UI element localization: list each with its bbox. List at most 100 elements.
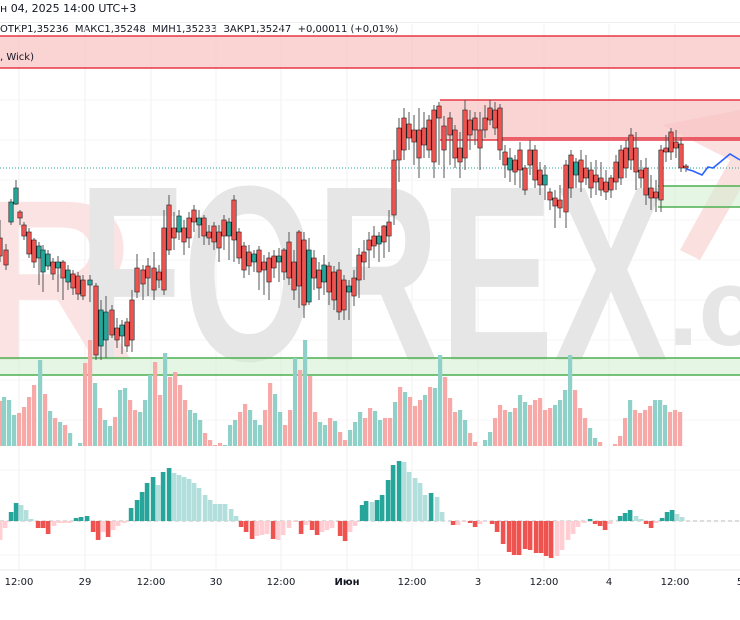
volume-bar — [378, 420, 383, 446]
candle-down — [557, 199, 563, 209]
chart-date-line: н 04, 2025 14:00 UTC+3 — [0, 2, 137, 15]
oscillator-bar — [56, 521, 62, 523]
volume-bar — [133, 410, 138, 446]
oscillator-bar — [243, 521, 249, 532]
volume-bar — [448, 398, 453, 446]
oscillator-bar — [280, 521, 286, 535]
volume-bar — [298, 370, 303, 446]
oscillator-bar — [202, 495, 208, 521]
candle-down — [114, 327, 120, 341]
candle-up — [573, 161, 579, 176]
oscillator-bar — [217, 504, 223, 521]
volume-bar — [303, 340, 308, 446]
oscillator-bar — [401, 462, 407, 521]
candle-down — [316, 269, 322, 289]
volume-bar — [138, 412, 143, 446]
oscillator-bar — [144, 483, 150, 521]
candle-down — [221, 219, 227, 237]
candle-down — [256, 249, 262, 273]
candle-down — [381, 225, 387, 243]
volume-bar — [123, 388, 128, 446]
low-value: 1,35233 — [175, 24, 218, 35]
volume-bar — [403, 392, 408, 446]
candle-down — [563, 164, 569, 213]
candle-down — [140, 269, 146, 285]
candle-down — [658, 149, 664, 201]
volume-bar — [203, 433, 208, 446]
oscillator-bar — [522, 521, 528, 549]
low-label: МИН — [152, 24, 176, 35]
candle-down — [60, 261, 66, 279]
volume-bar — [2, 397, 7, 446]
volume-bar — [473, 442, 478, 446]
oscillator-bar — [559, 521, 565, 550]
candle-up — [55, 261, 61, 269]
time-axis-label: 30 — [209, 577, 223, 588]
oscillator-bar — [439, 512, 445, 521]
candle-down — [156, 271, 162, 281]
oscillator-bar — [581, 521, 587, 523]
watermark-suffix: .c — [668, 246, 740, 369]
candle-down — [673, 141, 679, 149]
volume-bar — [408, 397, 413, 446]
oscillator-bar — [207, 500, 213, 521]
candle-down — [653, 191, 659, 199]
time-axis-label: Июн — [334, 577, 360, 588]
oscillator-bar — [73, 518, 79, 521]
candle-down — [17, 211, 23, 219]
candle-down — [3, 249, 9, 266]
volume-bar — [213, 445, 218, 446]
oscillator-bar — [450, 521, 456, 525]
oscillator-bar — [679, 517, 685, 521]
oscillator-bar — [412, 478, 418, 521]
volume-bar — [143, 400, 148, 446]
oscillator-bar — [597, 521, 603, 526]
oscillator-bar — [2, 521, 8, 528]
oscillator-bar — [233, 516, 239, 521]
volume-bar — [188, 410, 193, 446]
candle-down — [26, 231, 32, 255]
oscillator-bar — [533, 521, 539, 553]
volume-bar — [183, 400, 188, 446]
candle-down — [386, 221, 392, 237]
volume-bar — [633, 410, 638, 446]
oscillator-bar — [602, 521, 608, 530]
candle-down — [186, 217, 192, 239]
oscillator-bar — [298, 521, 304, 534]
oscillator-bar — [100, 521, 106, 532]
high-value: 1,35248 — [104, 24, 146, 35]
oscillator-bar — [511, 521, 517, 555]
volume-bar — [348, 430, 353, 446]
volume-bar — [513, 408, 518, 446]
oscillator-bar — [506, 521, 512, 552]
oscillator-bar — [110, 521, 116, 530]
volume-bar — [363, 418, 368, 446]
candle-down — [109, 309, 115, 336]
volume-bar — [108, 426, 113, 446]
time-axis-label: 12:00 — [660, 577, 690, 588]
oscillator-bar — [627, 510, 633, 521]
volume-bar — [113, 417, 118, 446]
volume-bar — [238, 412, 243, 446]
candle-down — [492, 109, 498, 129]
oscillator-bar — [477, 521, 483, 524]
candle-up — [321, 264, 327, 283]
oscillator-bar — [434, 497, 440, 521]
candle-down — [161, 227, 167, 291]
volume-bar — [438, 355, 443, 446]
volume-bar — [273, 394, 278, 446]
forecast-line — [685, 153, 740, 176]
oscillator-bar — [500, 521, 506, 544]
volume-bar — [153, 362, 158, 446]
volume-bar — [148, 375, 153, 446]
volume-bar — [543, 410, 548, 446]
volume-bar — [308, 376, 313, 446]
candle-down — [75, 275, 81, 295]
volume-bar — [118, 390, 123, 446]
candle-down — [648, 187, 654, 199]
volume-bar — [168, 377, 173, 446]
candle-down — [246, 251, 252, 267]
oscillator-bar — [150, 477, 156, 521]
indicator-legend[interactable]: , Wick) — [0, 52, 34, 63]
